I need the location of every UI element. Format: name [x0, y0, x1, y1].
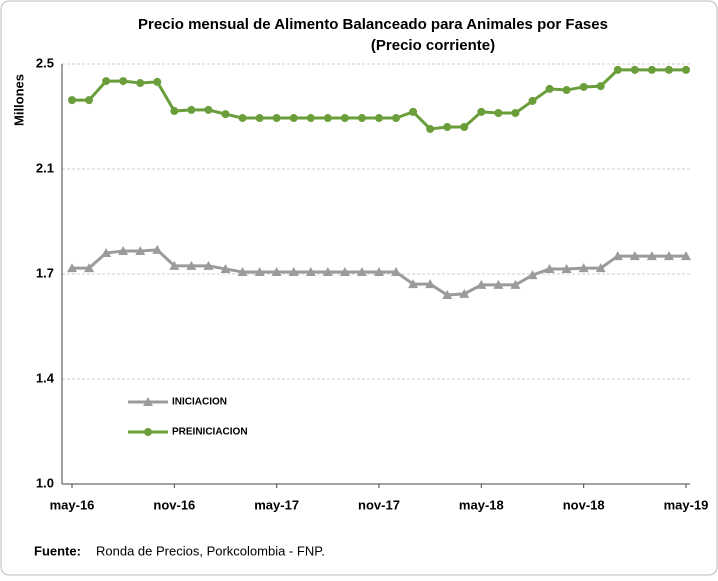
marker	[629, 251, 640, 261]
marker	[426, 124, 435, 133]
marker	[477, 107, 486, 116]
marker	[408, 279, 419, 289]
x-tick-label: nov-17	[358, 497, 400, 512]
marker	[136, 79, 145, 88]
x-tick-label: nov-16	[153, 497, 195, 512]
chart-title: Precio mensual de Alimento Balanceado pa…	[138, 16, 608, 33]
marker	[443, 123, 452, 131]
marker	[528, 96, 537, 105]
marker	[102, 77, 111, 86]
source-label: Fuente:	[34, 543, 81, 558]
x-tick-label: may-17	[254, 497, 299, 512]
marker	[271, 267, 282, 277]
marker	[339, 267, 350, 277]
marker	[169, 260, 180, 270]
y-axis-label: Millones	[11, 74, 26, 126]
marker	[323, 114, 332, 123]
marker	[153, 77, 162, 86]
marker	[288, 267, 299, 277]
marker	[494, 109, 503, 117]
y-tick-label: 1.4	[36, 370, 55, 385]
marker	[322, 267, 333, 277]
marker	[579, 82, 588, 91]
marker	[237, 267, 248, 277]
marker	[144, 428, 152, 436]
marker	[646, 251, 657, 261]
marker	[459, 288, 470, 298]
y-tick-label: 1.0	[36, 475, 54, 490]
x-tick-label: nov-18	[563, 497, 605, 512]
marker	[374, 267, 384, 277]
marker	[682, 65, 690, 74]
marker	[170, 107, 179, 116]
marker	[527, 270, 538, 280]
x-tick-label: may-16	[50, 497, 95, 512]
marker	[186, 260, 197, 270]
x-tick-label: may-18	[459, 497, 504, 512]
marker	[255, 114, 264, 123]
legend-label: INICIACION	[172, 397, 227, 408]
marker	[68, 96, 76, 105]
marker	[305, 267, 316, 277]
marker	[221, 110, 230, 119]
marker	[596, 82, 605, 91]
marker	[187, 105, 196, 114]
marker	[578, 263, 589, 273]
marker	[375, 114, 383, 123]
marker	[238, 114, 247, 123]
y-tick-label: 2.5	[36, 55, 54, 70]
marker	[289, 114, 298, 123]
marker	[612, 251, 623, 261]
marker	[460, 123, 469, 131]
marker	[442, 290, 453, 299]
source: Ronda de Precios, Porkcolombia - FNP.	[96, 543, 325, 558]
marker	[306, 114, 315, 123]
marker	[254, 267, 265, 277]
marker	[357, 114, 366, 123]
marker	[119, 77, 128, 86]
x-tick-label: may-19	[664, 497, 709, 512]
marker	[220, 263, 231, 273]
marker	[663, 251, 674, 261]
marker	[340, 114, 349, 123]
marker	[203, 260, 214, 270]
marker	[67, 263, 77, 273]
marker	[101, 248, 112, 257]
marker	[630, 65, 639, 74]
marker	[118, 246, 129, 256]
marker	[143, 397, 153, 406]
legend-label: PREINICIACION	[172, 427, 248, 438]
marker	[392, 114, 401, 123]
marker	[544, 263, 555, 273]
chart-subtitle: (Precio corriente)	[371, 37, 495, 54]
marker	[84, 263, 95, 273]
marker	[409, 107, 418, 116]
marker	[152, 244, 163, 254]
marker	[681, 251, 691, 261]
marker	[356, 267, 367, 277]
marker	[561, 263, 572, 273]
marker	[204, 105, 213, 114]
marker	[511, 109, 520, 117]
marker	[545, 84, 554, 93]
marker	[493, 279, 504, 289]
marker	[510, 279, 521, 289]
marker	[613, 65, 622, 74]
marker	[647, 65, 656, 74]
y-tick-label: 1.7	[36, 265, 54, 280]
marker	[391, 267, 402, 277]
marker	[425, 279, 436, 289]
marker	[562, 86, 571, 95]
marker	[476, 279, 487, 289]
marker	[272, 114, 281, 123]
marker	[595, 263, 606, 273]
marker	[135, 246, 146, 256]
y-tick-label: 2.1	[36, 160, 54, 175]
marker	[85, 96, 94, 105]
marker	[664, 65, 673, 74]
